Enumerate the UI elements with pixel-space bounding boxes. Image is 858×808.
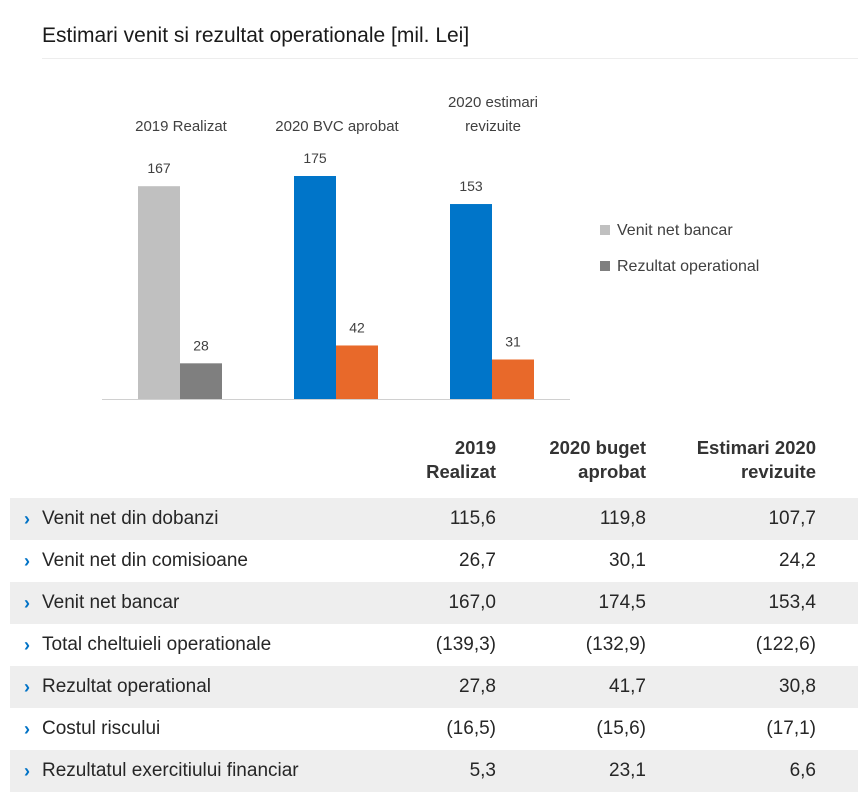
column-header-2020-buget: 2020 buget aprobat [549,437,646,482]
row-value: (122,6) [755,634,816,655]
row-value: 41,7 [609,676,646,697]
table-body: › Venit net din dobanzi 115,6 119,8 107,7 › Ve… [10,498,858,792]
chevron-right-icon: › [24,509,30,529]
bar [450,204,492,399]
chevron-right-icon: › [24,593,30,613]
row-label: Rezultat operational [42,676,211,697]
financial-table: 2019 Realizat 2020 buget aprobat Estimar… [10,436,858,792]
data-label: 42 [349,319,365,335]
table-header: 2019 Realizat 2020 buget aprobat Estimar… [10,436,858,498]
row-label: Total cheltuieli operationale [42,634,272,655]
chevron-right-icon: › [24,551,30,571]
title-divider [42,58,858,59]
bar [294,176,336,399]
row-value: (139,3) [435,634,496,655]
table-row[interactable]: › Rezultat operational 27,8 41,7 30,8 [10,666,858,708]
table-row[interactable]: › Venit net din dobanzi 115,6 119,8 107,7 [10,498,858,540]
bar [492,359,534,399]
row-value: 5,3 [469,760,496,781]
legend-swatch [600,261,610,271]
row-value: 24,2 [779,550,816,571]
legend-label: Rezultat operational [617,258,759,275]
table-row[interactable]: › Venit net din comisioane 26,7 30,1 24,2 [10,540,858,582]
legend-swatch [600,225,610,235]
row-value: (16,5) [446,718,496,739]
chevron-right-icon: › [24,635,30,655]
page-title: Estimari venit si rezultat operationale … [42,24,470,47]
legend-label: Venit net bancar [617,222,733,239]
column-header-2019: 2019 Realizat [426,437,496,482]
row-value: 6,6 [789,760,816,781]
bar-chart: 2019 Realizat 2020 BVC aprobat 2020 estima… [102,94,759,400]
data-label: 28 [193,337,209,353]
bar [336,345,378,399]
category-label: 2020 estimari [448,94,538,111]
row-value: 153,4 [768,592,816,613]
chevron-right-icon: › [24,761,30,781]
row-value: 107,7 [768,508,816,529]
row-value: 30,8 [779,676,816,697]
row-value: 167,0 [448,592,496,613]
table-row[interactable]: › Venit net bancar 167,0 174,5 153,4 [10,582,858,624]
data-label: 31 [505,333,521,349]
table-row[interactable]: › Total cheltuieli operationale (139,3) (13… [10,624,858,666]
row-value: (17,1) [766,718,816,739]
row-value: 174,5 [598,592,646,613]
row-value: 26,7 [459,550,496,571]
column-header-estimari: Estimari 2020 revizuite [696,437,816,482]
table-row[interactable]: › Costul riscului (16,5) (15,6) (17,1) [10,708,858,750]
chevron-right-icon: › [24,677,30,697]
category-label: revizuite [465,118,521,135]
data-label: 153 [459,178,483,194]
row-value: 27,8 [459,676,496,697]
bar [180,363,222,399]
row-value: (132,9) [585,634,646,655]
table-row[interactable]: › Rezultatul exercitiului financiar 5,3 23,… [10,750,858,792]
row-value: 115,6 [449,508,496,529]
category-label: 2019 Realizat [135,118,228,135]
row-label: Venit net din comisioane [42,550,248,571]
row-value: (15,6) [596,718,646,739]
row-label: Costul riscului [42,718,161,739]
row-value: 30,1 [609,550,646,571]
row-label: Venit net din dobanzi [42,508,219,529]
row-value: 23,1 [609,760,646,781]
data-label: 167 [147,160,171,176]
category-label: 2020 BVC aprobat [275,118,399,135]
row-value: 119,8 [599,508,646,529]
row-label: Rezultatul exercitiului financiar [42,760,299,781]
bar [138,186,180,399]
data-label: 175 [303,150,327,166]
row-label: Venit net bancar [42,592,180,613]
chevron-right-icon: › [24,719,30,739]
